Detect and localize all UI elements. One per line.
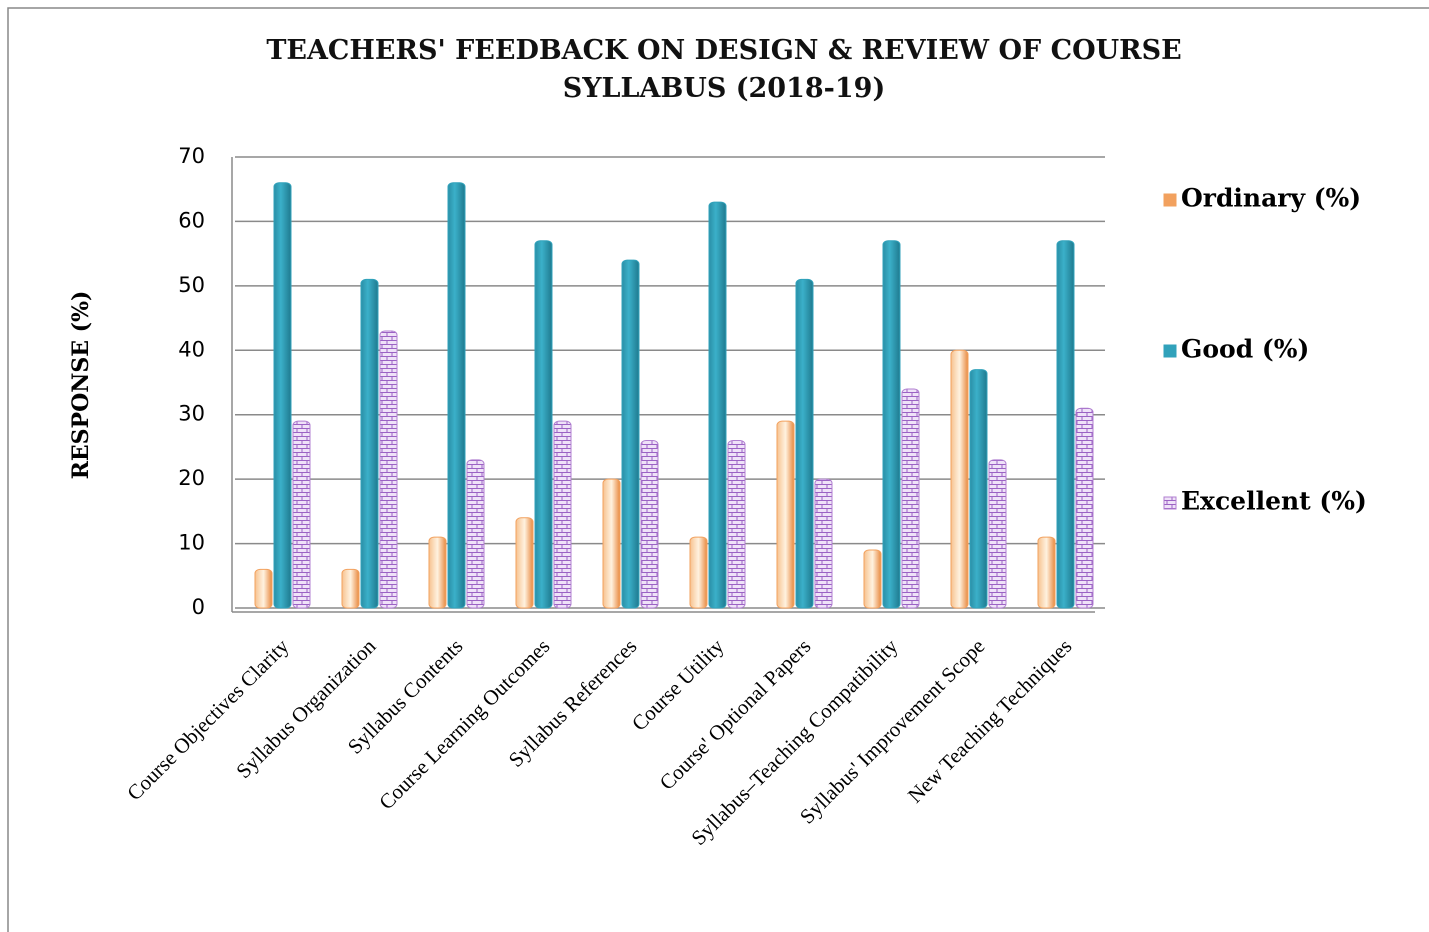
bar [379, 330, 398, 609]
bar [689, 536, 708, 609]
bar [1075, 407, 1094, 609]
bar [727, 439, 746, 609]
bar [254, 568, 273, 609]
bar [795, 278, 814, 609]
legend-label: Ordinary (%) [1181, 184, 1361, 213]
bar [640, 439, 659, 609]
bar [553, 420, 572, 609]
chart-title: TEACHERS' FEEDBACK ON DESIGN & REVIEW OF… [266, 35, 1182, 104]
bar [988, 459, 1007, 609]
bar [1037, 536, 1056, 609]
legend-label: Excellent (%) [1181, 487, 1367, 516]
y-tick-label: 10 [178, 531, 205, 555]
bar [901, 388, 920, 609]
frame [7, 7, 1429, 932]
bar [515, 517, 534, 609]
y-tick-label: 0 [192, 595, 205, 619]
bar [466, 459, 485, 609]
legend-swatch [1163, 344, 1177, 358]
y-tick-label: 40 [178, 337, 205, 361]
bar [447, 182, 466, 609]
bar [882, 240, 901, 609]
y-tick-label: 70 [178, 144, 205, 168]
bar [708, 201, 727, 609]
y-tick-label: 60 [178, 208, 205, 232]
bar [1056, 240, 1075, 609]
legend-label: Good (%) [1181, 335, 1309, 364]
y-tick-label: 30 [178, 402, 205, 426]
bar [950, 349, 969, 609]
x-tick-label: New Teaching Techniques [903, 634, 1077, 808]
legend-swatch [1163, 496, 1177, 510]
bar [863, 549, 882, 609]
x-tick-label: Course Learning Outcomes [374, 634, 554, 814]
bar [341, 568, 360, 609]
y-axis-label: RESPONSE (%) [68, 291, 94, 480]
bar [273, 182, 292, 609]
legend-swatch [1163, 193, 1177, 207]
bar [428, 536, 447, 609]
bar [621, 259, 640, 609]
x-tick-label: Syllabus' Improvement Scope [795, 634, 990, 829]
bar [534, 240, 553, 609]
bar [776, 420, 795, 609]
bar [360, 278, 379, 609]
y-tick-label: 20 [178, 466, 205, 490]
bar [814, 478, 833, 609]
y-tick-label: 50 [178, 273, 205, 297]
bar [969, 369, 988, 609]
x-tick-label: Course' Optional Papers [655, 634, 816, 795]
bar [602, 478, 621, 609]
x-tick-label: Course Objectives Clarity [122, 634, 294, 806]
bar [292, 420, 311, 609]
